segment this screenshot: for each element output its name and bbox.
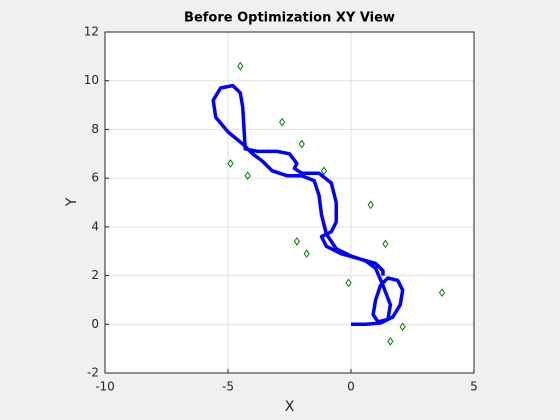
axes-box xyxy=(104,31,475,374)
landmark xyxy=(367,200,374,210)
y-tick-label: 10 xyxy=(84,73,99,87)
landmark xyxy=(227,159,234,168)
landmark xyxy=(345,278,352,288)
landmark xyxy=(320,166,328,176)
landmark xyxy=(279,117,286,127)
plot-area xyxy=(105,32,474,373)
y-tick-label: 2 xyxy=(91,268,99,282)
x-axis-label: X xyxy=(285,399,295,415)
landmark xyxy=(293,237,300,246)
landmark xyxy=(387,336,394,346)
y-tick-label: 8 xyxy=(91,122,99,136)
x-tick-label: -10 xyxy=(95,380,115,394)
landmark xyxy=(303,249,310,259)
x-tick-label: -5 xyxy=(222,380,234,394)
landmark xyxy=(244,171,251,181)
y-tick-label: -2 xyxy=(87,366,99,380)
y-tick-label: 12 xyxy=(84,25,99,39)
landmark xyxy=(237,61,244,71)
chart-title: Before Optimization XY View xyxy=(184,11,395,26)
landmark xyxy=(382,239,389,249)
trajectory xyxy=(211,83,405,327)
y-tick-label: 0 xyxy=(91,317,99,331)
y-tick-label: 4 xyxy=(91,219,99,233)
y-tick-label: 6 xyxy=(91,171,99,185)
landmark xyxy=(298,139,305,149)
x-tick-label: 0 xyxy=(347,380,355,394)
x-tick-label: 5 xyxy=(470,380,478,394)
landmark xyxy=(438,288,446,297)
y-axis-label: Y xyxy=(64,197,80,207)
landmark xyxy=(399,322,406,332)
